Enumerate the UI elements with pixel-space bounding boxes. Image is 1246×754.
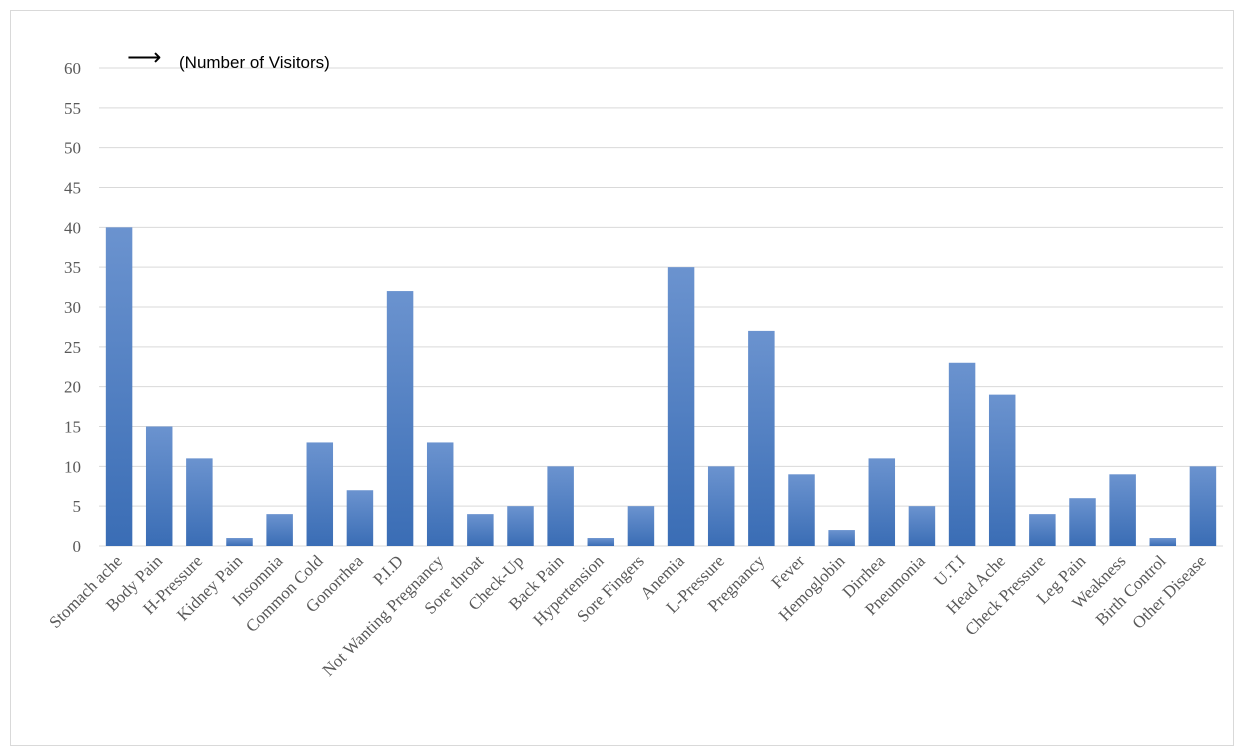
y-tick-label: 30 bbox=[64, 298, 81, 317]
chart-frame: 0 5 10 15 20 25 30 35 40 45 50 55 60 Stomach ache Bod… bbox=[10, 10, 1234, 746]
bar bbox=[346, 490, 374, 546]
bar bbox=[186, 458, 213, 546]
bar bbox=[507, 506, 534, 546]
y-tick-label: 50 bbox=[64, 139, 81, 158]
y-axis-title: (Number of Visitors) bbox=[179, 53, 330, 72]
bar bbox=[1189, 466, 1217, 546]
bar bbox=[828, 530, 855, 546]
bar bbox=[1029, 514, 1056, 546]
bar bbox=[1149, 538, 1177, 546]
bar bbox=[988, 394, 1016, 546]
y-tick-label: 45 bbox=[64, 179, 81, 198]
arrow-icon: ⟶ bbox=[127, 43, 161, 71]
bar bbox=[426, 442, 454, 546]
bar bbox=[667, 267, 695, 546]
bar bbox=[707, 466, 735, 546]
bar bbox=[306, 442, 334, 546]
bar bbox=[1069, 498, 1096, 546]
y-tick-label: 25 bbox=[64, 338, 81, 357]
y-tick-label: 0 bbox=[73, 537, 82, 556]
bar bbox=[587, 538, 615, 546]
gridlines bbox=[99, 67, 1223, 547]
bar bbox=[145, 426, 173, 546]
bars bbox=[105, 227, 1217, 547]
y-tick-label: 60 bbox=[64, 59, 81, 78]
bar bbox=[105, 227, 133, 547]
y-tick-labels: 0 5 10 15 20 25 30 35 40 45 50 55 60 bbox=[64, 59, 81, 556]
y-tick-label: 20 bbox=[64, 378, 81, 397]
bar bbox=[467, 514, 494, 546]
y-axis-label: ⟶ (Number of Visitors) bbox=[127, 43, 330, 72]
y-tick-label: 10 bbox=[64, 457, 81, 476]
bar bbox=[547, 466, 574, 546]
y-tick-label: 35 bbox=[64, 258, 81, 277]
y-tick-label: 5 bbox=[73, 497, 82, 516]
bar bbox=[1109, 474, 1136, 546]
bar bbox=[908, 506, 936, 546]
bar bbox=[226, 538, 253, 546]
bar bbox=[788, 474, 815, 546]
bar bbox=[748, 330, 775, 546]
bar bbox=[266, 514, 293, 546]
bar bbox=[868, 458, 896, 546]
bar bbox=[627, 506, 655, 546]
bar bbox=[386, 291, 414, 546]
y-tick-label: 55 bbox=[64, 99, 81, 118]
y-tick-label: 15 bbox=[64, 418, 81, 437]
y-tick-label: 40 bbox=[64, 218, 81, 237]
bar-chart: 0 5 10 15 20 25 30 35 40 45 50 55 60 Stomach acheBod… bbox=[45, 43, 1223, 680]
bar bbox=[948, 362, 976, 546]
